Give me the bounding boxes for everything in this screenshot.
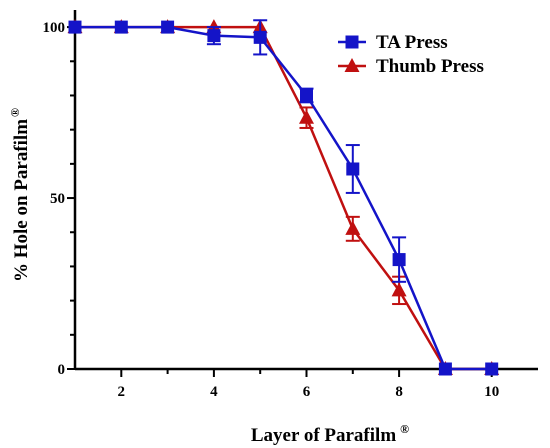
legend: TA Press Thumb Press bbox=[338, 32, 484, 77]
data-point bbox=[345, 220, 361, 235]
data-point bbox=[485, 362, 499, 376]
ticks: 0 50 100 2 4 6 8 10 bbox=[43, 20, 500, 400]
series-layer bbox=[67, 19, 500, 376]
legend-marker bbox=[345, 35, 359, 49]
legend-item: TA Press bbox=[338, 32, 448, 53]
x-tick-label: 2 bbox=[118, 384, 126, 400]
series-line bbox=[75, 25, 492, 371]
data-point bbox=[299, 109, 314, 124]
data-point bbox=[346, 162, 360, 176]
data-point bbox=[207, 29, 221, 43]
y-tick-label: 100 bbox=[43, 20, 66, 36]
data-point bbox=[391, 282, 407, 297]
data-point bbox=[114, 20, 128, 34]
data-point bbox=[161, 20, 175, 34]
x-tick-label: 6 bbox=[303, 384, 311, 400]
y-tick-label: 50 bbox=[50, 191, 65, 207]
legend-label: Thumb Press bbox=[376, 56, 484, 77]
x-tick-label: 4 bbox=[210, 384, 218, 400]
data-point bbox=[392, 253, 406, 267]
series-line bbox=[75, 25, 492, 371]
data-point bbox=[300, 88, 313, 102]
data-point bbox=[438, 362, 452, 376]
y-tick-label: 0 bbox=[58, 362, 66, 378]
data-point bbox=[68, 20, 82, 34]
series-ta-press bbox=[68, 19, 499, 376]
x-tick-label: 8 bbox=[395, 384, 403, 400]
x-tick-label: 10 bbox=[484, 384, 499, 400]
data-point bbox=[253, 30, 267, 44]
legend-label: TA Press bbox=[376, 32, 448, 53]
x-axis-title: Layer of Parafilm ® bbox=[251, 422, 409, 446]
y-axis-title: % Hole on Parafilm® bbox=[8, 108, 32, 282]
legend-marker bbox=[344, 58, 360, 72]
legend-item: Thumb Press bbox=[338, 56, 484, 77]
